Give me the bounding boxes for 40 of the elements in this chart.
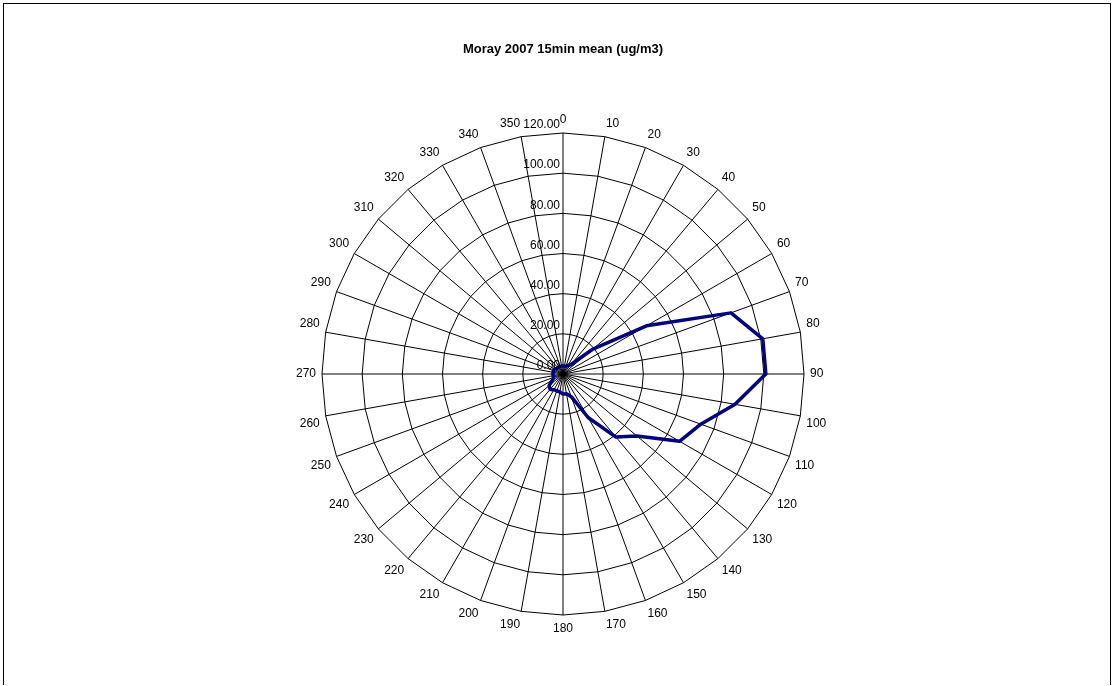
spoke-label: 40 — [721, 169, 736, 184]
chart-title: Moray 2007 15min mean (ug/m3) — [462, 41, 664, 57]
y-tick-label: 60.00 — [529, 237, 561, 252]
spoke-label: 60 — [776, 235, 791, 250]
spoke-label: 70 — [795, 274, 809, 289]
spoke-label: 190 — [500, 616, 521, 631]
spoke-label: 280 — [299, 316, 321, 331]
spoke-label: 100 — [806, 416, 827, 431]
spoke-label: 270 — [295, 366, 317, 381]
spoke-label: 300 — [329, 235, 350, 250]
spoke-label: 20 — [647, 127, 662, 142]
spoke-label: 350 — [500, 115, 521, 130]
spoke-label: 130 — [752, 532, 773, 547]
spoke-label: 140 — [721, 562, 743, 577]
spoke-label: 230 — [353, 532, 375, 547]
spoke-label: 260 — [299, 416, 321, 431]
spoke-label: 220 — [384, 562, 405, 577]
spoke-label: 240 — [329, 497, 350, 512]
spoke-label: 90 — [810, 366, 824, 381]
spoke-label: 120 — [776, 497, 798, 512]
y-tick-label: 120.00 — [523, 117, 561, 132]
spoke-label: 0 — [559, 112, 567, 127]
spoke-label: 110 — [795, 457, 815, 472]
spoke-label: 290 — [310, 274, 332, 289]
spoke-label: 250 — [310, 457, 332, 472]
spoke-label: 200 — [458, 605, 479, 620]
y-tick-label: 100.00 — [523, 157, 561, 172]
spoke-label: 50 — [752, 200, 766, 215]
spoke-label: 310 — [353, 200, 375, 215]
spoke-label: 170 — [605, 616, 627, 631]
spoke-label: 340 — [458, 127, 479, 142]
spoke-label: 80 — [806, 316, 820, 331]
spoke-label: 30 — [686, 145, 701, 160]
spoke-label: 180 — [552, 620, 574, 635]
spoke-label: 10 — [605, 115, 620, 130]
spoke-label: 330 — [419, 145, 440, 160]
spoke-label: 210 — [419, 587, 440, 602]
spoke-label: 150 — [686, 587, 707, 602]
spoke-label: 320 — [384, 169, 405, 184]
spoke-label: 160 — [647, 605, 668, 620]
